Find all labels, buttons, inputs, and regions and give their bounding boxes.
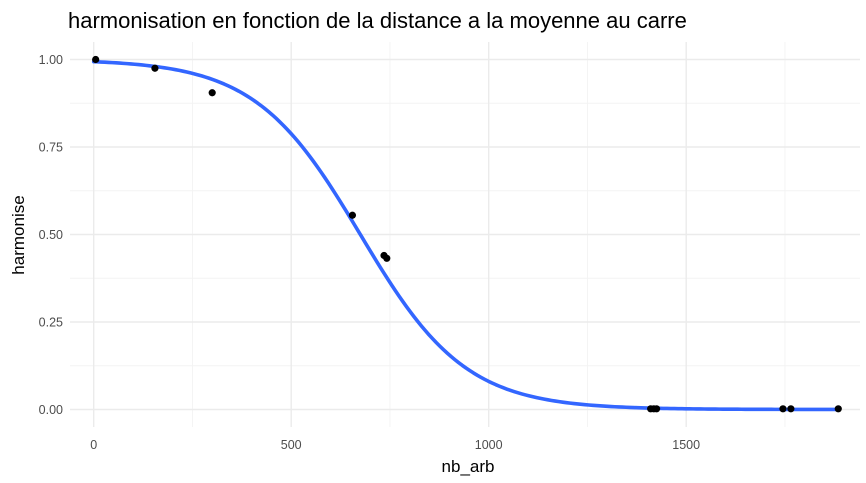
chart-title: harmonisation en fonction de la distance… xyxy=(68,8,687,33)
data-point xyxy=(383,254,391,262)
x-tick-label: 1500 xyxy=(672,438,700,452)
fit-curve xyxy=(91,59,841,412)
data-point xyxy=(348,211,357,219)
y-axis-title: harmonise xyxy=(9,195,28,274)
data-point xyxy=(151,64,159,72)
x-tick-label: 1000 xyxy=(475,438,503,452)
data-point xyxy=(787,405,795,413)
data-point xyxy=(834,405,842,413)
x-axis-ticks: 0 500 1000 1500 xyxy=(90,438,700,452)
y-tick-label: 0.25 xyxy=(39,316,63,330)
y-axis-ticks: 0.00 0.25 0.50 0.75 1.00 xyxy=(39,53,63,417)
y-tick-label: 0.50 xyxy=(39,228,63,242)
y-tick-label: 1.00 xyxy=(39,53,63,67)
data-point xyxy=(208,89,216,97)
fit-curve-layer xyxy=(91,59,841,412)
data-point xyxy=(652,405,661,413)
x-tick-label: 0 xyxy=(90,438,97,452)
y-tick-label: 0.75 xyxy=(39,141,63,155)
data-point xyxy=(92,55,100,64)
x-axis-title: nb_arb xyxy=(442,457,495,476)
data-point xyxy=(779,405,787,413)
y-tick-label: 0.00 xyxy=(39,403,63,417)
data-points xyxy=(92,55,842,413)
x-tick-label: 500 xyxy=(281,438,302,452)
